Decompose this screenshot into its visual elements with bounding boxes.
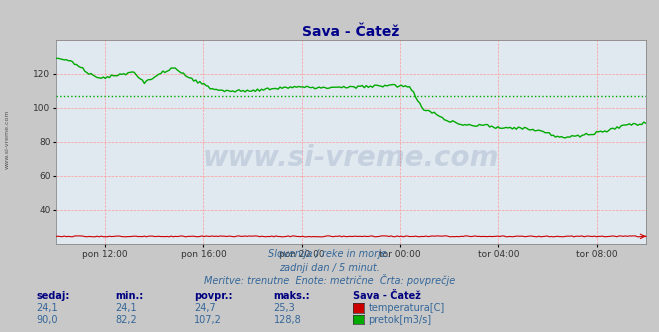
Text: temperatura[C]: temperatura[C] — [368, 303, 445, 313]
Text: povpr.:: povpr.: — [194, 291, 233, 301]
Text: 90,0: 90,0 — [36, 315, 58, 325]
Text: 82,2: 82,2 — [115, 315, 137, 325]
Text: Meritve: trenutne  Enote: metrične  Črta: povprečje: Meritve: trenutne Enote: metrične Črta: … — [204, 274, 455, 286]
Text: 24,7: 24,7 — [194, 303, 216, 313]
Text: 24,1: 24,1 — [36, 303, 58, 313]
Text: min.:: min.: — [115, 291, 144, 301]
Text: maks.:: maks.: — [273, 291, 310, 301]
Title: Sava - Čatež: Sava - Čatež — [302, 25, 399, 39]
Text: Sava - Čatež: Sava - Čatež — [353, 291, 420, 301]
Text: www.si-vreme.com: www.si-vreme.com — [5, 110, 10, 169]
Text: 24,1: 24,1 — [115, 303, 137, 313]
Text: 128,8: 128,8 — [273, 315, 301, 325]
Text: zadnji dan / 5 minut.: zadnji dan / 5 minut. — [279, 263, 380, 273]
Text: 25,3: 25,3 — [273, 303, 295, 313]
Text: www.si-vreme.com: www.si-vreme.com — [203, 144, 499, 172]
Text: pretok[m3/s]: pretok[m3/s] — [368, 315, 432, 325]
Text: sedaj:: sedaj: — [36, 291, 70, 301]
Text: 107,2: 107,2 — [194, 315, 222, 325]
Text: Slovenija / reke in morje.: Slovenija / reke in morje. — [268, 249, 391, 259]
